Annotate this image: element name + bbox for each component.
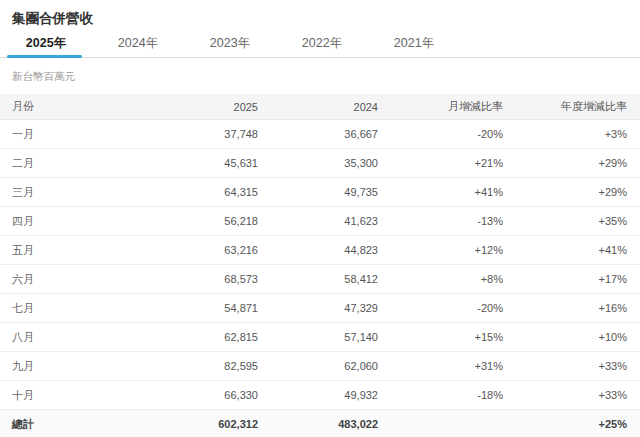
value-cell: 49,735 [258,178,378,207]
column-header-1: 2025 [140,94,258,120]
value-cell: +35% [503,207,640,236]
value-cell: 45,631 [140,149,258,178]
month-cell: 十月 [0,381,140,410]
table-row: 二月45,63135,300+21%+29% [0,149,640,178]
value-cell: -20% [378,120,503,149]
value-cell: 602,312 [140,410,258,437]
value-cell: 41,623 [258,207,378,236]
month-cell: 二月 [0,149,140,178]
value-cell: 36,667 [258,120,378,149]
value-cell: +16% [503,294,640,323]
value-cell: -20% [378,294,503,323]
month-cell: 三月 [0,178,140,207]
value-cell: +31% [378,352,503,381]
column-header-2: 2024 [258,94,378,120]
value-cell: +41% [503,236,640,265]
value-cell: 82,595 [140,352,258,381]
value-cell: 62,060 [258,352,378,381]
value-cell: 44,823 [258,236,378,265]
value-cell: 37,748 [140,120,258,149]
value-cell: +15% [378,323,503,352]
value-cell: +25% [503,410,640,437]
month-cell: 七月 [0,294,140,323]
value-cell: 54,871 [140,294,258,323]
tab-year-2[interactable]: 2023年 [184,31,276,57]
value-cell: 49,932 [258,381,378,410]
tab-year-4[interactable]: 2021年 [368,31,460,57]
value-cell: +10% [503,323,640,352]
value-cell: +21% [378,149,503,178]
page-title: 集團合併營收 [0,0,640,27]
value-cell: 68,573 [140,265,258,294]
revenue-page: 集團合併營收 2025年2024年2023年2022年2021年 新台幣百萬元 … [0,0,640,437]
column-header-3: 月增減比率 [378,94,503,120]
table-row: 三月64,31549,735+41%+29% [0,178,640,207]
value-cell: 47,329 [258,294,378,323]
table-header-row: 月份20252024月增減比率年度增減比率 [0,94,640,120]
value-cell: -13% [378,207,503,236]
month-cell: 九月 [0,352,140,381]
value-cell: 56,218 [140,207,258,236]
table-row: 一月37,74836,667-20%+3% [0,120,640,149]
value-cell: +29% [503,149,640,178]
value-cell: 63,216 [140,236,258,265]
table-row: 九月82,59562,060+31%+33% [0,352,640,381]
month-cell: 五月 [0,236,140,265]
column-header-4: 年度增減比率 [503,94,640,120]
value-cell: 62,815 [140,323,258,352]
table-row: 四月56,21841,623-13%+35% [0,207,640,236]
table-row: 七月54,87147,329-20%+16% [0,294,640,323]
value-cell: +29% [503,178,640,207]
table-row: 六月68,57358,412+8%+17% [0,265,640,294]
table-row: 八月62,81557,140+15%+10% [0,323,640,352]
value-cell: -18% [378,381,503,410]
value-cell: 483,022 [258,410,378,437]
value-cell: 58,412 [258,265,378,294]
value-cell: +41% [378,178,503,207]
value-cell: +8% [378,265,503,294]
month-cell: 六月 [0,265,140,294]
value-cell: 57,140 [258,323,378,352]
year-tabs: 2025年2024年2023年2022年2021年 [0,31,640,58]
value-cell [378,410,503,437]
column-header-0: 月份 [0,94,140,120]
value-cell: +3% [503,120,640,149]
tab-year-1[interactable]: 2024年 [92,31,184,57]
value-cell: 66,330 [140,381,258,410]
value-cell: 64,315 [140,178,258,207]
month-cell: 一月 [0,120,140,149]
revenue-table: 月份20252024月增減比率年度增減比率 一月37,74836,667-20%… [0,94,640,437]
value-cell: +33% [503,352,640,381]
tab-year-3[interactable]: 2022年 [276,31,368,57]
value-cell: +12% [378,236,503,265]
table-row: 十月66,33049,932-18%+33% [0,381,640,410]
unit-note: 新台幣百萬元 [12,70,640,82]
value-cell: 35,300 [258,149,378,178]
table-row: 五月63,21644,823+12%+41% [0,236,640,265]
total-row: 總計602,312483,022 +25% [0,410,640,437]
value-cell: +17% [503,265,640,294]
month-cell: 八月 [0,323,140,352]
month-cell: 四月 [0,207,140,236]
tab-year-0[interactable]: 2025年 [0,31,92,57]
month-cell: 總計 [0,410,140,437]
value-cell: +33% [503,381,640,410]
